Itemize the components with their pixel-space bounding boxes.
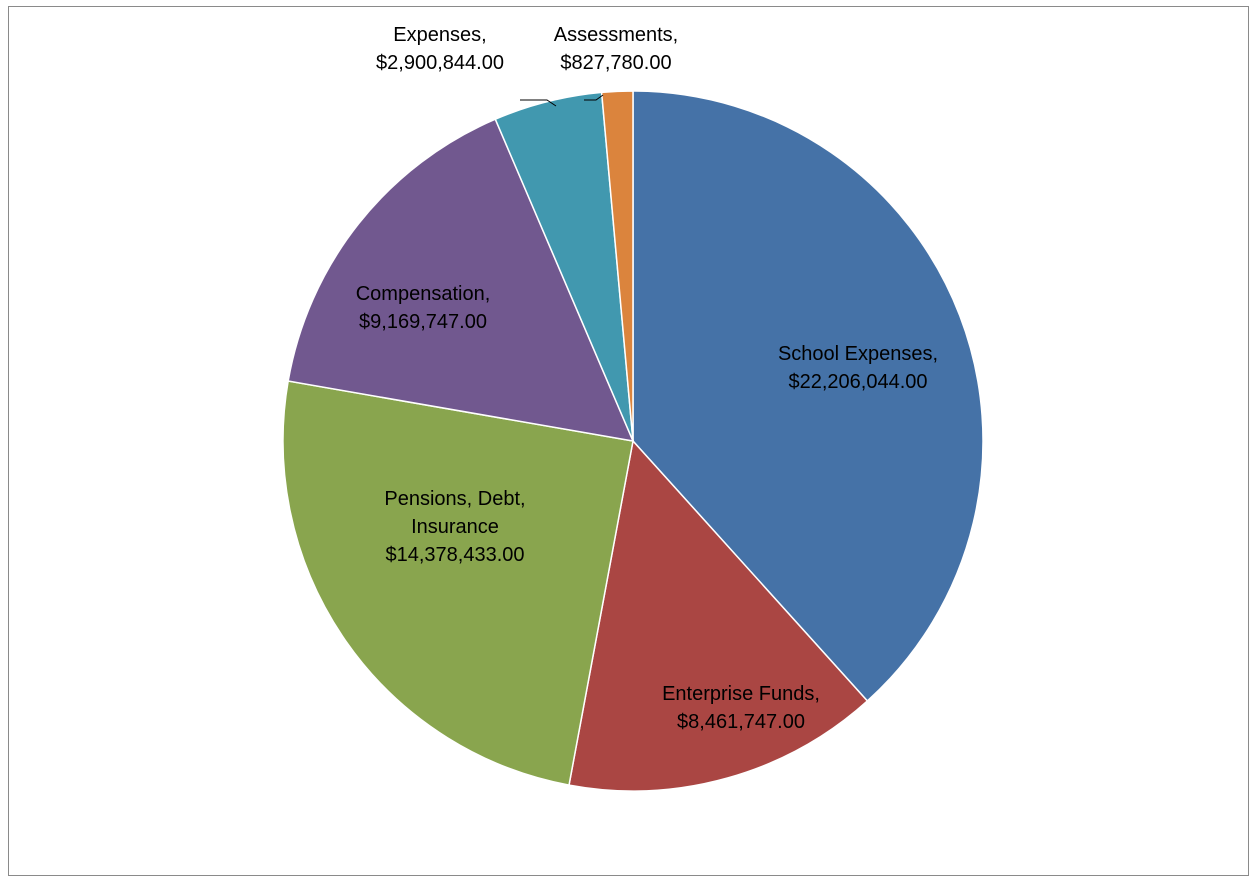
slice-label-line: Expenses, <box>393 24 486 46</box>
pie-slice-enterprise-funds <box>568 439 869 792</box>
slice-label-line: Compensation, <box>356 283 491 305</box>
leader-line-assessments <box>584 94 604 101</box>
slice-label-line: $8,461,747.00 <box>677 711 805 733</box>
pie-slice-compensation <box>287 118 635 442</box>
slice-label-expenses: Expenses, $2,900,844.00 <box>376 24 504 74</box>
slice-label-line: Pensions, Debt, <box>384 488 525 510</box>
slice-label-line: Insurance <box>411 516 499 538</box>
slice-label-compensation: Compensation, $9,169,747.00 <box>356 283 491 333</box>
slice-label-line: $22,206,044.00 <box>788 371 927 393</box>
slice-label-line: $9,169,747.00 <box>359 311 487 333</box>
leader-line-expenses <box>520 99 557 107</box>
pie-slice-pensions-debt-insurance <box>282 380 634 786</box>
pie-slice-school-expenses <box>632 90 984 703</box>
slice-label-assessments: Assessments, $827,780.00 <box>554 24 678 74</box>
slice-label-line: Enterprise Funds, <box>662 683 820 705</box>
slice-label-school-expenses: School Expenses, $22,206,044.00 <box>778 343 938 393</box>
slice-label-pensions-debt-insurance: Pensions, Debt, Insurance $14,378,433.00 <box>384 488 525 566</box>
pie-slice-assessments <box>600 90 634 442</box>
slice-label-line: $14,378,433.00 <box>385 544 524 566</box>
slice-label-line: $827,780.00 <box>560 52 671 74</box>
slice-label-enterprise-funds: Enterprise Funds, $8,461,747.00 <box>662 683 820 733</box>
slice-label-line: Assessments, <box>554 24 678 46</box>
slice-label-line: School Expenses, <box>778 343 938 365</box>
slice-label-line: $2,900,844.00 <box>376 52 504 74</box>
